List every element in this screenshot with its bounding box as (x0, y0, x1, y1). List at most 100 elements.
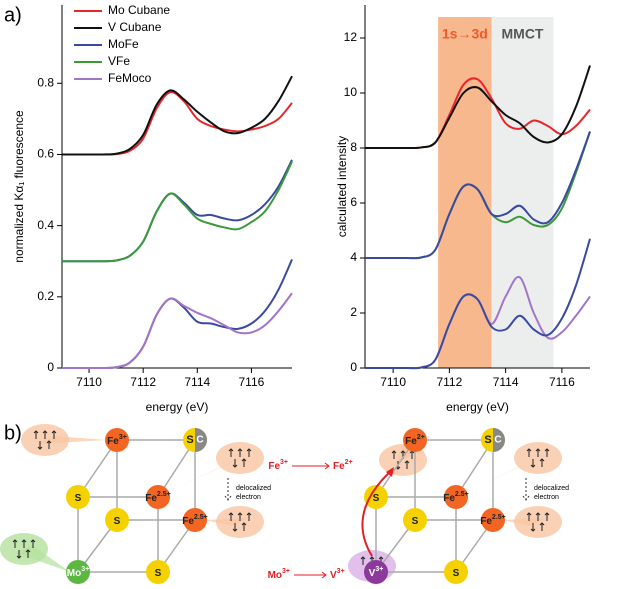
ion-label: Fe3+ (107, 434, 127, 447)
atom (66, 560, 90, 584)
line-series (62, 91, 293, 156)
band (438, 17, 492, 368)
charge: 2+ (417, 434, 425, 441)
x-tick-label: 7110 (76, 375, 102, 389)
spin-arrow (530, 459, 536, 468)
legend-label: Mo Cubane (108, 3, 170, 17)
spin-arrow (530, 523, 536, 532)
element: Mo (67, 568, 81, 579)
x-axis-label: energy (eV) (146, 400, 209, 414)
element: Mo (268, 570, 282, 581)
note: delocalized (236, 485, 271, 492)
element: S (114, 516, 121, 527)
legend-label: MoFe (108, 37, 139, 51)
spin-arrow (241, 522, 247, 531)
spin-arrow (21, 539, 27, 548)
atom (364, 560, 388, 584)
atom (183, 508, 207, 532)
ion-label: V3+ (369, 566, 384, 579)
ion-label: Fe2+ (405, 434, 425, 447)
charge: 3+ (337, 568, 345, 575)
spin-arrow (232, 459, 238, 468)
spin-arrow (526, 512, 532, 521)
charge: 3+ (280, 459, 288, 466)
charge: 3+ (375, 566, 383, 573)
delocalization-arrow (522, 478, 530, 501)
atom (403, 428, 427, 452)
spin-arrow (228, 512, 234, 521)
bubble (216, 442, 264, 474)
band (491, 17, 554, 368)
y-tick-label: 6 (350, 195, 357, 209)
bubble (21, 424, 69, 456)
charge: 2.5+ (194, 514, 208, 521)
y-axis-label: normalized Kα₁ fluorescence (12, 110, 26, 263)
spin-arrow (228, 448, 234, 457)
atom (146, 485, 170, 509)
line-series (365, 238, 591, 370)
panel-label: a) (4, 4, 22, 26)
ion-label: Fe2.5+ (182, 514, 208, 527)
line-series (364, 131, 591, 260)
ion-label: S (155, 568, 162, 579)
charge: 2.5+ (492, 514, 506, 521)
element: Fe (268, 461, 280, 472)
note: delocalized (534, 485, 569, 492)
spin-arrow (539, 522, 545, 531)
ion-label: Fe2.5+ (443, 491, 469, 504)
spin-arrow (33, 430, 39, 439)
bubble (514, 506, 562, 538)
note: electron (236, 494, 261, 501)
ion-label: Fe2+ (333, 459, 353, 472)
spin-arrow (535, 512, 541, 521)
spin-arrow (237, 448, 243, 457)
element: Fe (182, 516, 194, 527)
y-tick-label: 4 (350, 250, 357, 264)
charge: 2.5+ (455, 491, 469, 498)
spin-arrow (46, 440, 52, 449)
band-label: 1s→3d (442, 26, 488, 42)
ion-label: Fe2.5+ (480, 514, 506, 527)
y-tick-label: 2 (350, 305, 357, 319)
atom (444, 560, 468, 584)
y-tick-label: 8 (350, 140, 357, 154)
y-tick-label: 0.8 (37, 75, 54, 89)
legend-label: FeMoco (108, 71, 152, 85)
legend-label: VFe (108, 54, 130, 68)
ion-label: Mo3+ (67, 566, 89, 579)
spin-arrow (544, 512, 550, 521)
line-series (365, 65, 591, 150)
y-tick-label: 0 (47, 360, 54, 374)
note: electron (534, 494, 559, 501)
spin-arrow (12, 539, 18, 548)
charge: 3+ (282, 568, 290, 575)
spin-arrow (526, 448, 532, 457)
atom (105, 508, 129, 532)
ion-label: S (186, 434, 193, 446)
element: Fe (480, 516, 492, 527)
spin-arrow (544, 448, 550, 457)
spin-arrow (539, 458, 545, 467)
atom (105, 428, 129, 452)
element: S (75, 493, 82, 504)
charge: 2.5+ (157, 491, 171, 498)
atom-half (493, 428, 505, 452)
spin-arrow (404, 460, 410, 469)
spin-arrow (535, 448, 541, 457)
panel-label: b) (4, 422, 22, 444)
spin-arrow (391, 450, 397, 459)
atom-extra: C (494, 435, 501, 446)
spin-arrow (360, 556, 366, 565)
element: V (369, 568, 376, 579)
spin-arrow (16, 550, 22, 559)
line-series (62, 259, 293, 370)
transitions: Fe3+ Fe2+Mo3+ V3+ (268, 459, 394, 581)
element: Fe (107, 436, 119, 447)
x-tick-label: 7114 (493, 375, 519, 389)
spin-arrow (232, 523, 238, 532)
atom (403, 508, 427, 532)
delocalization-arrow (224, 478, 232, 501)
